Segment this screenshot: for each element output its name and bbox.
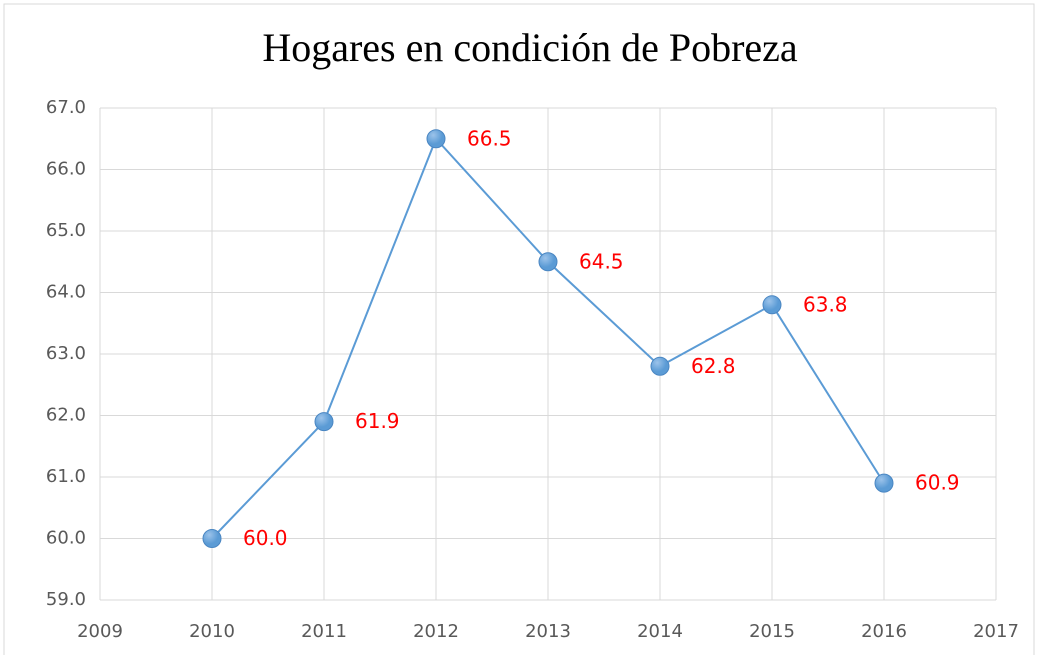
x-tick-label: 2017 <box>973 621 1019 642</box>
y-tick-label: 59.0 <box>46 589 86 610</box>
data-point <box>314 412 334 432</box>
data-label: 61.9 <box>355 409 400 433</box>
y-tick-label: 61.0 <box>46 466 86 487</box>
data-label: 66.5 <box>467 126 512 150</box>
y-tick-label: 62.0 <box>46 405 86 426</box>
chart-title: Hogares en condición de Pobreza <box>262 25 798 70</box>
data-point <box>874 473 894 493</box>
y-tick-label: 67.0 <box>46 97 86 118</box>
y-tick-label: 63.0 <box>46 343 86 364</box>
data-label: 64.5 <box>579 249 624 273</box>
chart-frame <box>3 3 1035 655</box>
data-label: 60.0 <box>243 526 288 550</box>
data-label: 62.8 <box>691 354 736 378</box>
x-tick-label: 2014 <box>637 621 683 642</box>
x-tick-label: 2009 <box>77 621 123 642</box>
data-point <box>538 252 558 272</box>
y-tick-label: 64.0 <box>46 282 86 303</box>
data-label: 60.9 <box>915 471 960 495</box>
x-tick-label: 2016 <box>861 621 907 642</box>
x-tick-label: 2015 <box>749 621 795 642</box>
data-point <box>650 356 670 376</box>
data-point <box>762 295 782 315</box>
y-tick-label: 60.0 <box>46 528 86 549</box>
data-label: 63.8 <box>803 292 848 316</box>
y-tick-label: 66.0 <box>46 159 86 180</box>
x-tick-label: 2013 <box>525 621 571 642</box>
x-tick-label: 2011 <box>301 621 347 642</box>
y-tick-label: 65.0 <box>46 220 86 241</box>
data-point <box>202 529 222 548</box>
x-tick-label: 2010 <box>189 621 235 642</box>
x-tick-label: 2012 <box>413 621 459 642</box>
data-point <box>426 129 446 149</box>
